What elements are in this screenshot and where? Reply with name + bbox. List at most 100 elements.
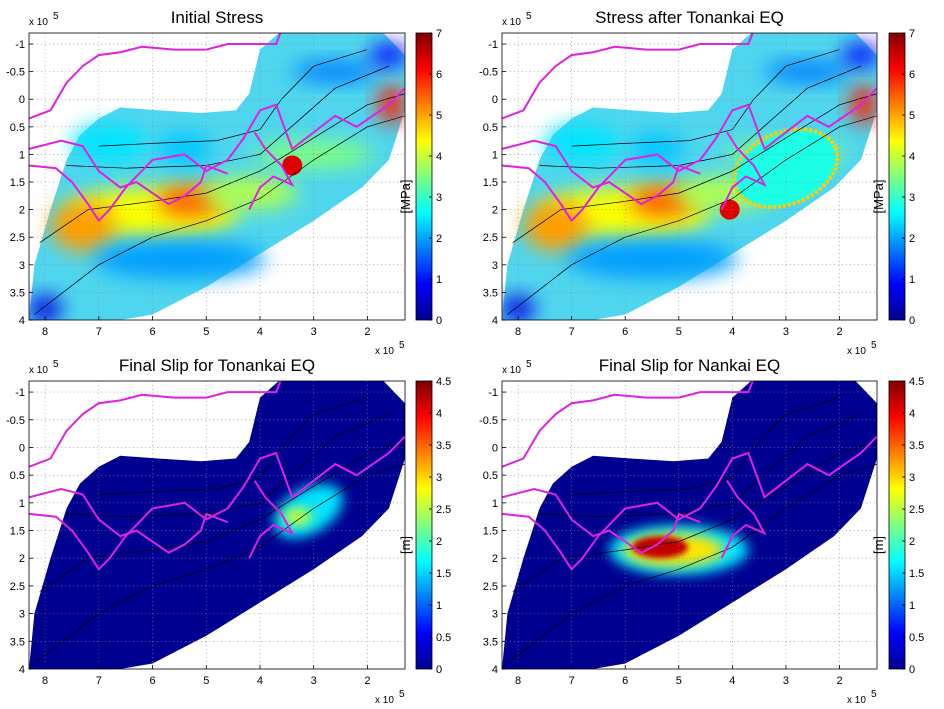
colorbar-tick-label: 0: [436, 664, 442, 676]
y-exponent-power: 5: [526, 359, 532, 370]
colorbar-tick-label: 1.5: [909, 568, 924, 580]
stress-blob: [29, 295, 62, 320]
colorbar-tick-label: 2.5: [909, 504, 924, 516]
x-exponent-power: 5: [399, 340, 405, 351]
depth-contour-line: [512, 93, 877, 243]
colorbar-tick-label: 2: [909, 233, 915, 245]
colorbar-tick-label: 4: [909, 151, 915, 163]
colorbar-tick-label: 2.5: [436, 504, 451, 516]
colorbar-tick-label: 3.5: [909, 440, 924, 452]
y-tick-label: 4: [19, 315, 25, 327]
coastline: [29, 435, 405, 571]
colorbar-tick-label: 3: [909, 192, 915, 204]
y-tick-label: 0: [492, 442, 498, 454]
colorbar: [888, 380, 906, 670]
colorbar-tick-label: 2: [909, 536, 915, 548]
x-exponent-power: 5: [871, 340, 877, 351]
y-tick-label: 2: [492, 205, 498, 217]
colorbar-tick-label: 1: [909, 274, 915, 286]
colorbar-tick-label: 7: [436, 28, 442, 40]
y-tick-label: 3.5: [10, 287, 25, 299]
axes-frame: [501, 32, 878, 321]
y-tick-label: 4: [492, 315, 498, 327]
fault-domain: [29, 381, 405, 669]
stress-blob: [566, 239, 738, 279]
stress-drop-ring: [732, 127, 840, 210]
stress-blob: [50, 201, 115, 252]
coastline: [29, 487, 229, 554]
y-tick-label: -1: [488, 387, 498, 399]
y-tick-label: 3: [492, 609, 498, 621]
colorbar-tick-label: 3.5: [436, 440, 451, 452]
colorbar-tick-label: 4.5: [436, 376, 451, 388]
colorbar-tick-label: 1: [436, 600, 442, 612]
colorbar-tick-label: 3: [436, 192, 442, 204]
depth-contour-line: [507, 463, 877, 664]
y-tick-label: 2.5: [483, 581, 498, 593]
colorbar-tick-label: 2: [436, 233, 442, 245]
y-tick-label: 1: [19, 149, 25, 161]
x-tick-label: 5: [676, 675, 682, 687]
y-tick-label: 3: [492, 260, 498, 272]
y-tick-label: 1.5: [10, 526, 25, 538]
colorbar-tick-label: 0: [436, 315, 442, 327]
chart-panel-3: 8 7 6 5 4 3 2 -1 -0.5 0 0.5 1 1.5 2 2.5 3 3.5 4 x 10 5 x 10 5…: [6, 356, 451, 706]
colorbar-tick-label: 1: [436, 274, 442, 286]
stress-blob: [93, 239, 266, 279]
x-tick-label: 6: [149, 675, 155, 687]
slip-peak: [283, 508, 312, 525]
y-tick-label: -0.5: [479, 67, 498, 79]
x-tick-label: 8: [42, 675, 48, 687]
fault-domain: [502, 381, 877, 669]
y-tick-label: 0: [19, 442, 25, 454]
colorbar-tick-label: 1: [909, 600, 915, 612]
y-tick-label: 4: [492, 664, 498, 676]
colorbar-tick-label: 5: [909, 110, 915, 122]
y-tick-label: 2.5: [483, 232, 498, 244]
y-tick-label: 0.5: [483, 470, 498, 482]
x-tick-label: 2: [836, 326, 842, 338]
x-exponent-label: x 10: [847, 346, 866, 357]
colorbar-tick-label: 4: [909, 408, 915, 420]
x-tick-label: 2: [836, 675, 842, 687]
heatmap-field: [502, 33, 877, 320]
y-tick-label: 2: [492, 553, 498, 565]
y-exponent-power: 5: [53, 359, 59, 370]
axes-frame: [28, 380, 406, 670]
x-tick-label: 2: [364, 675, 370, 687]
stress-blob: [842, 44, 877, 67]
colorbar-tick-label: 4: [436, 151, 442, 163]
x-exponent-label: x 10: [375, 695, 394, 706]
y-tick-label: 2: [19, 205, 25, 217]
y-exponent-power: 5: [53, 11, 59, 22]
coastline: [502, 435, 877, 571]
y-tick-label: 1.5: [483, 526, 498, 538]
stress-blob: [370, 44, 405, 67]
y-tick-label: -1: [15, 387, 25, 399]
coastline: [248, 480, 295, 559]
colorbar: [888, 32, 906, 321]
stress-blob: [544, 124, 620, 163]
colorbar-tick-label: 1.5: [436, 568, 451, 580]
x-tick-label: 5: [203, 326, 209, 338]
x-tick-label: 3: [311, 675, 317, 687]
colorbar-tick-label: 4.5: [909, 376, 924, 388]
y-tick-label: 2: [19, 553, 25, 565]
heatmap-field: [502, 381, 877, 669]
heatmap-field: [29, 381, 405, 669]
y-tick-label: 3.5: [10, 636, 25, 648]
x-tick-label: 8: [515, 326, 521, 338]
y-tick-label: -0.5: [479, 415, 498, 427]
stress-blob: [71, 124, 148, 163]
colorbar-tick-label: 0.5: [909, 632, 924, 644]
chart-title: Final Slip for Nankai EQ: [599, 356, 780, 375]
y-tick-label: 0: [19, 94, 25, 106]
y-exponent-label: x 10: [29, 365, 48, 376]
x-tick-label: 8: [42, 326, 48, 338]
x-tick-label: 8: [515, 675, 521, 687]
stress-blob: [157, 132, 212, 166]
stress-blob: [502, 295, 535, 320]
x-tick-label: 6: [622, 675, 628, 687]
colorbar-tick-label: 6: [909, 69, 915, 81]
